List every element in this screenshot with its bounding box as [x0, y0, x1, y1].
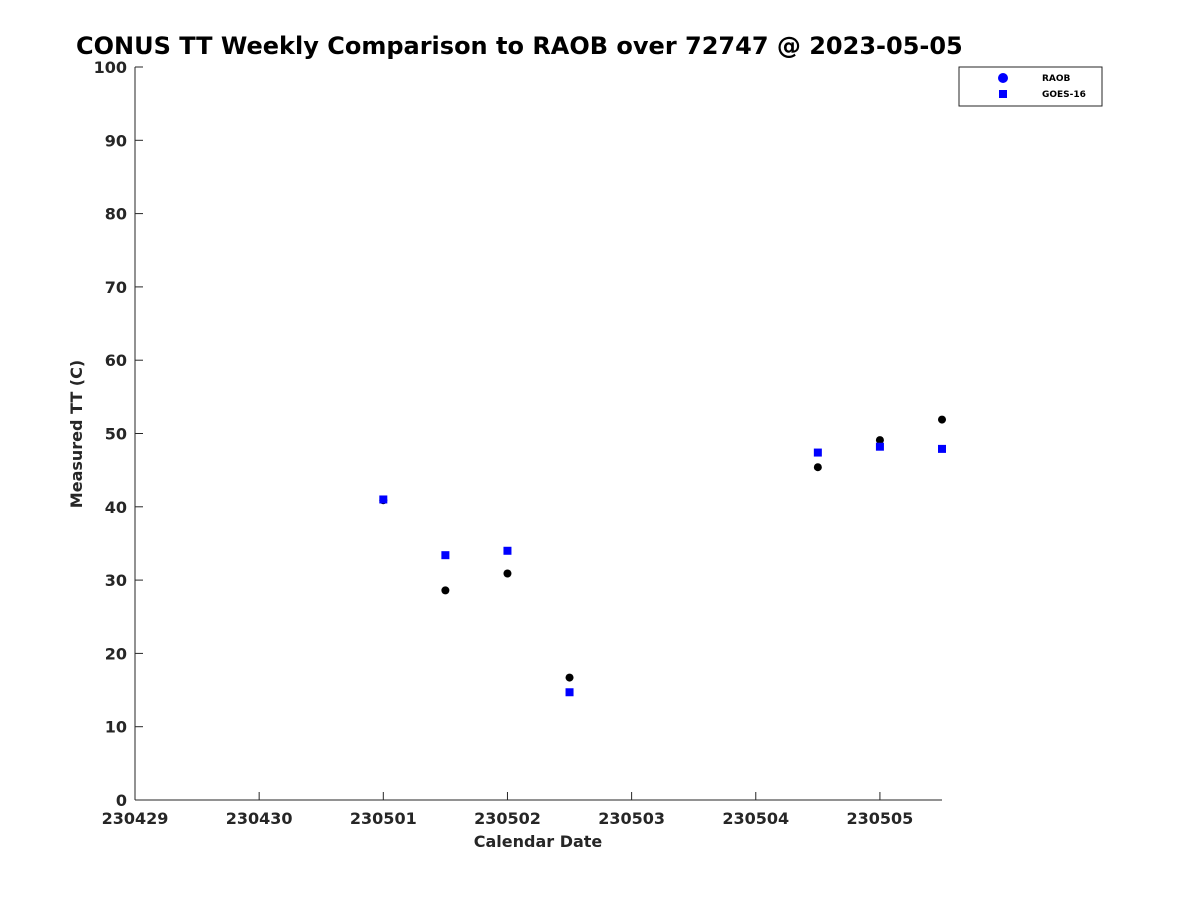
goes-16-point: [503, 546, 512, 555]
plot-axes: 0 10 20 30 40 50 60 70 80 90 100 230429 230430 230501…: [94, 58, 942, 828]
y-tick-label: 20: [105, 644, 127, 663]
legend-marker-goes-16: [999, 90, 1007, 98]
goes-16-point: [875, 442, 884, 451]
raob-point: [503, 569, 512, 578]
raob-point: [875, 436, 884, 445]
y-tick-label: 70: [105, 278, 127, 297]
goes-16-point: [565, 688, 574, 697]
series-goes-16: [379, 442, 946, 697]
legend-label: RAOB: [1042, 74, 1071, 84]
x-tick-label: 230503: [598, 809, 665, 828]
goes-16-point: [441, 551, 450, 560]
legend-box: [958, 66, 1103, 107]
goes-16-point: [813, 448, 822, 457]
y-tick-label: 80: [105, 205, 127, 224]
x-tick-label: 230502: [474, 809, 541, 828]
y-tick-label: 30: [105, 571, 127, 590]
y-tick-label: 90: [105, 131, 127, 150]
legend: RAOB GOES-16: [958, 66, 1103, 107]
raob-point: [813, 463, 822, 472]
x-tick-label: 230430: [226, 809, 293, 828]
x-axis-label: Calendar Date: [474, 832, 603, 851]
x-tick-label: 230429: [102, 809, 169, 828]
y-tick-label: 40: [105, 498, 127, 517]
x-tick-label: 230505: [847, 809, 914, 828]
raob-point: [938, 415, 946, 424]
goes-16-point: [938, 444, 946, 453]
chart-title: CONUS TT Weekly Comparison to RAOB over …: [76, 32, 963, 60]
y-tick-label: 0: [116, 791, 127, 810]
raob-point: [441, 586, 450, 595]
y-axis-label: Measured TT (C): [67, 360, 86, 508]
x-tick-label: 230501: [350, 809, 417, 828]
legend-label: GOES-16: [1042, 90, 1086, 100]
y-tick-label: 10: [105, 718, 127, 737]
y-tick-label: 100: [94, 58, 127, 77]
raob-point: [565, 673, 574, 682]
goes-16-point: [379, 495, 388, 504]
legend-marker-raob: [998, 73, 1008, 83]
y-tick-label: 50: [105, 425, 127, 444]
data-points: [379, 415, 946, 697]
x-tick-label: 230504: [722, 809, 789, 828]
y-tick-label: 60: [105, 351, 127, 370]
